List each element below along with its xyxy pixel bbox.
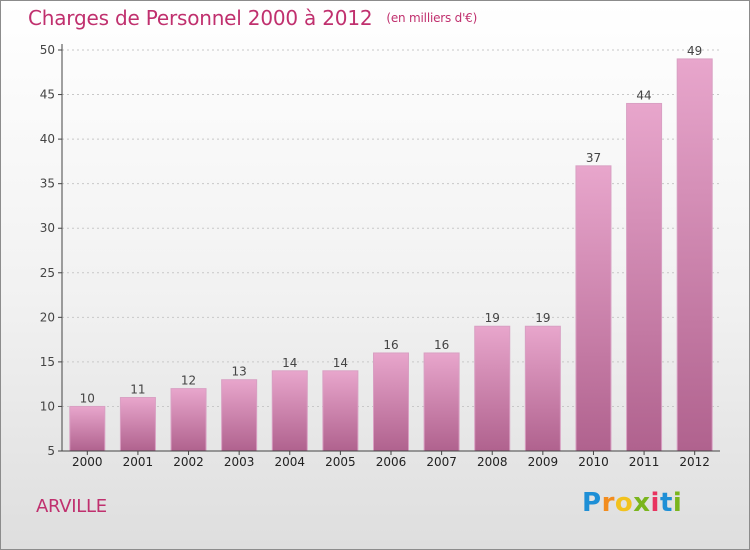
bar [423, 352, 460, 452]
bar-value-label: 14 [333, 356, 348, 370]
bar-value-label: 10 [80, 391, 95, 405]
y-tick-label: 25 [40, 266, 55, 280]
y-tick-label: 30 [40, 221, 55, 235]
logo-letter: o [614, 488, 634, 518]
x-tick-label: 2002 [173, 455, 204, 469]
logo-letter: t [659, 488, 673, 518]
bar [322, 370, 359, 452]
x-tick-label: 2005 [325, 455, 356, 469]
bar-value-label: 16 [383, 338, 398, 352]
bar-value-label: 11 [130, 383, 145, 397]
x-tick-label: 2012 [679, 455, 710, 469]
bar [119, 397, 156, 452]
bar-value-label: 19 [485, 311, 500, 325]
logo-letter: r [601, 488, 615, 518]
proxiti-logo[interactable]: Proxiti [582, 488, 682, 518]
bar [626, 102, 663, 452]
bar-value-label: 16 [434, 338, 449, 352]
x-tick-label: 2008 [477, 455, 508, 469]
bar [676, 58, 713, 452]
y-tick-label: 5 [47, 444, 55, 458]
logo-letter: P [582, 488, 602, 518]
commune-name: ARVILLE [36, 496, 107, 517]
y-tick-label: 20 [40, 310, 55, 324]
y-tick-label: 10 [40, 399, 55, 413]
bar [170, 388, 207, 452]
bar-value-label: 44 [636, 88, 651, 102]
x-tick-label: 2009 [528, 455, 559, 469]
bar-value-label: 37 [586, 151, 601, 165]
bar-value-label: 12 [181, 374, 196, 388]
chart-title: Charges de Personnel 2000 à 2012 (en mill… [28, 6, 477, 30]
bar [221, 379, 258, 452]
bar-value-label: 13 [232, 365, 247, 379]
bar [524, 325, 561, 452]
y-tick-label: 35 [40, 177, 55, 191]
x-tick-label: 2011 [629, 455, 660, 469]
bar [69, 405, 106, 452]
logo-letter: x [633, 488, 651, 518]
x-tick-label: 2007 [426, 455, 457, 469]
bar-value-label: 14 [282, 356, 297, 370]
bar-value-label: 49 [687, 44, 702, 58]
bar [474, 325, 511, 452]
bar-value-label: 19 [535, 311, 550, 325]
y-tick-label: 45 [40, 88, 55, 102]
chart-title-text: Charges de Personnel 2000 à 2012 [28, 6, 373, 30]
x-tick-label: 2001 [123, 455, 154, 469]
logo-letter: i [672, 488, 683, 518]
y-tick-label: 15 [40, 355, 55, 369]
y-tick-label: 40 [40, 132, 55, 146]
chart-subtitle: (en milliers d'€) [386, 11, 478, 25]
x-tick-label: 2004 [274, 455, 305, 469]
y-tick-label: 50 [40, 43, 55, 57]
x-tick-label: 2003 [224, 455, 255, 469]
logo-letter: i [650, 488, 660, 518]
bar [373, 352, 409, 452]
bar [271, 370, 308, 452]
bar [575, 165, 612, 452]
x-tick-label: 2010 [578, 455, 609, 469]
x-tick-label: 2000 [72, 455, 103, 469]
x-tick-label: 2006 [376, 455, 407, 469]
